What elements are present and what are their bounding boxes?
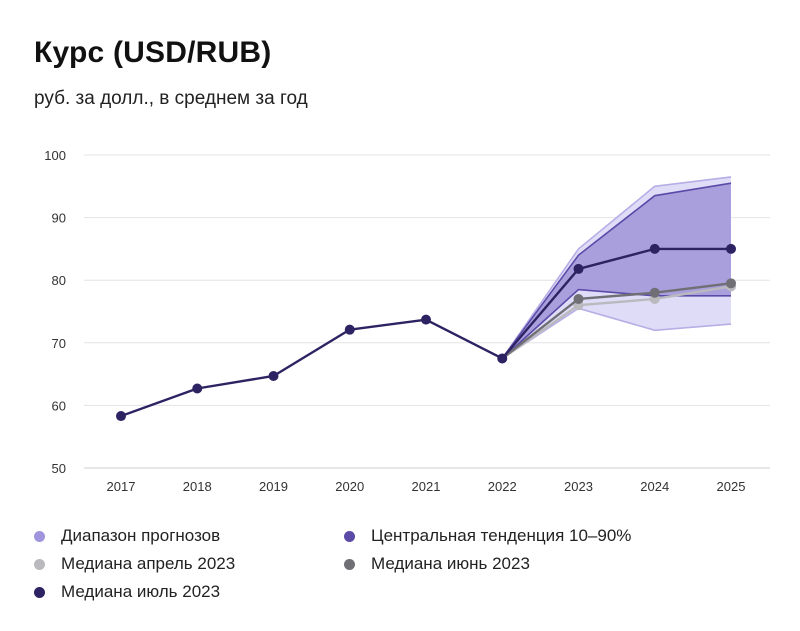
median-jul-2023-point-2024 (649, 243, 660, 254)
median-jul-2023-point-2017 (116, 411, 126, 422)
y-tick-label-60: 60 (52, 398, 66, 413)
x-tick-label-2023: 2023 (564, 479, 593, 494)
median-jul-2023-point-2018 (192, 383, 203, 394)
legend-label-median-jun: Медиана июнь 2023 (371, 554, 530, 573)
x-tick-label-2019: 2019 (259, 479, 288, 494)
legend-item-range: Диапазон прогнозов (34, 526, 220, 546)
legend-label-range: Диапазон прогнозов (61, 526, 221, 545)
legend-swatch-median-jul (34, 586, 45, 598)
median-jun-2023-point-2025 (726, 278, 736, 289)
median-apr-2023-line (501, 285, 732, 360)
median-jun-2023-point-2024 (649, 287, 660, 298)
legend-item-median-apr: Медиана апрель 2023 (34, 554, 235, 574)
median-jul-2023-point-2025 (726, 243, 736, 254)
chart-legend: Диапазон прогнозов Центральная тенденция… (34, 526, 774, 616)
legend-swatch-range (34, 530, 45, 542)
x-tick-label-2024: 2024 (640, 479, 669, 494)
y-tick-label-70: 70 (52, 336, 66, 351)
x-tick-label-2018: 2018 (183, 479, 212, 494)
median-jul-2023-point-2020 (344, 324, 355, 335)
x-tick-label-2022: 2022 (488, 479, 517, 494)
median-jul-2023-point-2019 (268, 370, 279, 381)
legend-label-median-jul: Медиана июль 2023 (61, 582, 221, 601)
legend-label-central: Центральная тенденция 10–90% (371, 526, 632, 545)
x-tick-label-2020: 2020 (335, 479, 364, 494)
legend-item-median-jul: Медиана июль 2023 (34, 582, 220, 602)
x-tick-label-2025: 2025 (717, 479, 746, 494)
median-jun-2023-point-2023 (573, 293, 584, 304)
chart-title: Курс (USD/RUB) (34, 36, 272, 69)
median-jul-2023-point-2023 (573, 263, 584, 274)
y-tick-label-100: 100 (44, 148, 66, 163)
legend-swatch-median-apr (34, 558, 45, 570)
band-central-tendency (502, 183, 731, 359)
usd-rub-chart: 50 60 70 80 90 100 2017 2018 2019 2020 2021 2022 202… (44, 148, 770, 494)
chart-subtitle: руб. за долл., в среднем за год (34, 88, 308, 109)
y-tick-label-90: 90 (52, 211, 66, 226)
x-tick-label-2017: 2017 (107, 479, 136, 494)
legend-swatch-median-jun (344, 558, 355, 570)
legend-swatch-central (344, 530, 355, 542)
legend-label-median-apr: Медиана апрель 2023 (61, 554, 236, 573)
legend-item-median-jun: Медиана июнь 2023 (344, 554, 530, 574)
x-tick-label-2021: 2021 (412, 479, 441, 494)
band-central-tendency-lower-edge (501, 288, 731, 360)
median-jul-2023-point-2021 (421, 314, 431, 325)
median-jun-2023-line (501, 282, 732, 360)
band-central-tendency-upper-edge (501, 182, 732, 359)
y-tick-label-80: 80 (52, 273, 66, 288)
legend-item-central: Центральная тенденция 10–90% (344, 526, 631, 546)
band-forecast-range-upper-edge (501, 176, 732, 359)
median-jul-2023-point-2022 (497, 353, 508, 364)
band-forecast-range-lower-edge (501, 307, 732, 360)
y-tick-label-50: 50 (52, 461, 66, 476)
